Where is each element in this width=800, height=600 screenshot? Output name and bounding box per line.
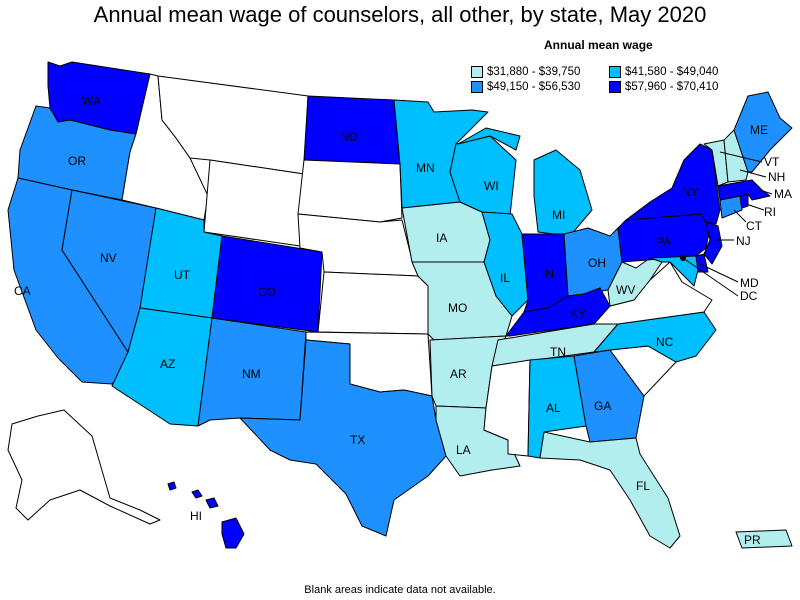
state-label-ga: GA — [594, 399, 611, 413]
callout-line-ma — [759, 189, 773, 195]
callout-line-ri — [745, 203, 765, 211]
state-label-me: ME — [750, 123, 768, 137]
state-label-mn: MN — [416, 161, 435, 175]
footnote: Blank areas indicate data not available. — [304, 584, 496, 596]
state-il[interactable] — [481, 211, 529, 317]
state-label-ca: CA — [14, 284, 31, 298]
state-label-oh: OH — [588, 256, 606, 270]
state-label-nm: NM — [242, 367, 261, 381]
legend-item-tier2: $41,580 - $49,040 — [609, 66, 718, 78]
state-label-or: OR — [68, 154, 86, 168]
map-title: Annual mean wage of counselors, all othe… — [93, 2, 707, 27]
legend-item-tier3: $49,150 - $56,530 — [471, 81, 580, 93]
state-label-la: LA — [456, 443, 471, 457]
state-label-ri: RI — [764, 205, 776, 219]
state-fl[interactable] — [539, 431, 681, 549]
callout-line-vt — [719, 151, 763, 163]
state-label-pa: PA — [656, 235, 671, 249]
state-label-in: IN — [542, 267, 554, 281]
legend-swatch — [471, 66, 483, 78]
state-label-il: IL — [500, 271, 510, 285]
state-de[interactable] — [695, 253, 709, 273]
state-wy[interactable] — [203, 159, 305, 247]
state-label-wa: WA — [82, 94, 101, 108]
state-ny[interactable] — [625, 143, 721, 225]
state-label-fl: FL — [636, 479, 650, 493]
callout-line-dc — [682, 257, 739, 297]
state-nj[interactable] — [703, 221, 723, 265]
legend-label: $49,150 - $56,530 — [487, 81, 581, 93]
state-label-ma: MA — [774, 187, 792, 201]
state-label-ky: KY — [570, 307, 586, 321]
state-label-ct: CT — [746, 219, 763, 233]
state-ks[interactable] — [317, 271, 429, 335]
legend-title: Annual mean wage — [544, 38, 653, 52]
state-label-wv: WV — [616, 283, 635, 297]
state-label-vt: VT — [764, 155, 780, 169]
state-label-ny: NY — [682, 185, 699, 199]
callout-line-md — [699, 263, 739, 283]
state-label-nc: NC — [656, 335, 674, 349]
legend-item-tier1: $31,880 - $39,750 — [471, 66, 580, 78]
state-tx[interactable] — [239, 339, 447, 537]
state-label-nv: NV — [100, 251, 117, 265]
state-vt[interactable] — [703, 139, 729, 187]
callout-line-ct — [733, 209, 747, 223]
state-label-ia: IA — [436, 231, 447, 245]
state-label-nd: ND — [340, 130, 358, 144]
state-label-hi: HI — [190, 509, 202, 523]
state-label-tx: TX — [350, 433, 365, 447]
legend-label: $57,960 - $70,410 — [625, 81, 719, 93]
state-label-md: MD — [740, 276, 759, 290]
legend-label: $41,580 - $49,040 — [625, 66, 719, 78]
state-label-ar: AR — [450, 367, 467, 381]
state-ma[interactable] — [717, 179, 771, 201]
legend-swatch — [471, 81, 483, 93]
state-label-nh: NH — [768, 170, 785, 184]
state-label-ut: UT — [174, 268, 191, 282]
state-label-tn: TN — [550, 345, 566, 359]
state-label-nj: NJ — [736, 234, 751, 248]
state-ky[interactable] — [505, 287, 611, 337]
state-label-az: AZ — [160, 357, 175, 371]
state-label-co: CO — [258, 285, 276, 299]
state-ak[interactable] — [7, 409, 161, 525]
legend-swatch — [609, 66, 621, 78]
state-label-dc: DC — [740, 289, 758, 303]
state-mi[interactable] — [457, 127, 593, 237]
state-label-pr: PR — [744, 533, 761, 547]
callout-line-nh — [739, 169, 767, 178]
state-label-mi: MI — [552, 208, 565, 222]
legend-swatch — [609, 81, 621, 93]
state-label-al: AL — [546, 401, 561, 415]
state-label-mo: MO — [448, 301, 467, 315]
state-co[interactable] — [211, 235, 323, 333]
state-label-wi: WI — [484, 179, 499, 193]
legend-item-tier4: $57,960 - $70,410 — [609, 81, 718, 93]
state-hi[interactable] — [167, 481, 245, 549]
state-pr[interactable] — [735, 529, 793, 549]
legend-label: $31,880 - $39,750 — [487, 66, 581, 78]
state-sd[interactable] — [297, 159, 403, 223]
